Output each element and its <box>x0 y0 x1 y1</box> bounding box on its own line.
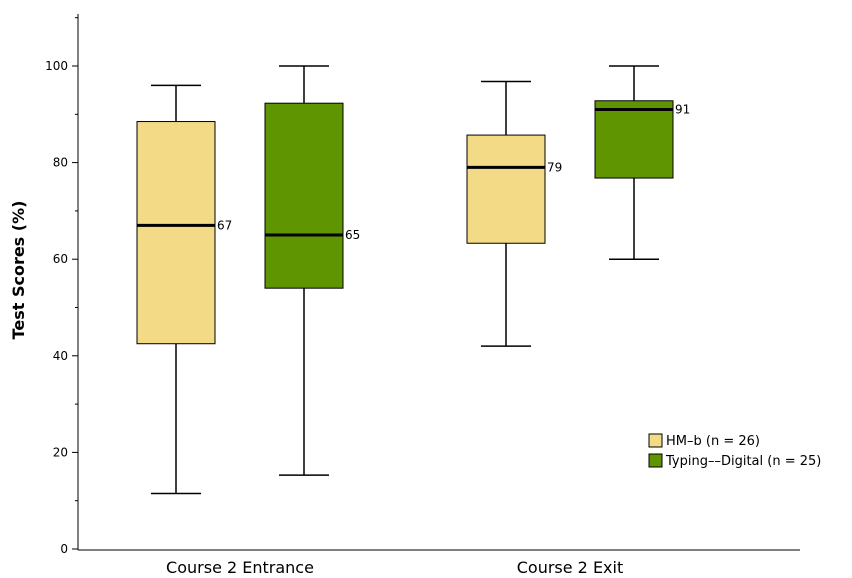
box-typing-digital-exit: 91 <box>594 65 690 260</box>
y-tick-label: 100 <box>45 59 68 73</box>
iqr-box <box>264 102 344 289</box>
box-typing-digital-entrance: 65 <box>264 65 360 476</box>
box-hm-b-entrance: 67 <box>136 84 232 495</box>
box-plot-area: 67 79 65 91 <box>136 65 690 495</box>
box-hm-b-exit: 79 <box>466 80 562 347</box>
y-axis-label: Test Scores (%) <box>9 201 28 340</box>
legend-item: HM–b (n = 26) <box>648 433 760 449</box>
legend-item: Typing––Digital (n = 25) <box>648 453 821 469</box>
legend-swatch <box>648 453 663 468</box>
iqr-box <box>466 134 546 244</box>
y-tick-label: 20 <box>53 445 68 459</box>
iqr-box <box>136 121 216 345</box>
median-label: 79 <box>547 160 562 174</box>
y-tick-label: 60 <box>53 252 68 266</box>
x-axis-category-labels: Course 2 Entrance Course 2 Exit <box>166 558 623 577</box>
y-tick-label: 0 <box>60 542 68 556</box>
y-tick-label: 40 <box>53 349 68 363</box>
median-label: 65 <box>345 228 360 242</box>
y-tick-label: 80 <box>53 156 68 170</box>
category-label: Course 2 Exit <box>517 558 624 577</box>
median-label: 67 <box>217 218 232 232</box>
y-axis: 0 20 40 60 80 100 <box>45 14 800 556</box>
category-label: Course 2 Entrance <box>166 558 314 577</box>
median-label: 91 <box>675 102 690 116</box>
legend-label: HM–b (n = 26) <box>666 434 760 449</box>
legend-label: Typing––Digital (n = 25) <box>665 454 821 469</box>
legend: HM–b (n = 26) Typing––Digital (n = 25) <box>648 433 821 469</box>
legend-swatch <box>648 433 663 448</box>
iqr-box <box>594 100 674 179</box>
